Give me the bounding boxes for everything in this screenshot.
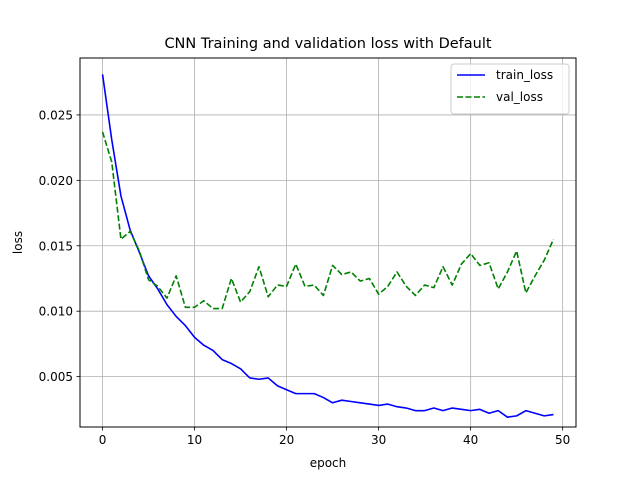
x-tick-label: 20: [279, 433, 294, 447]
legend-label-train-loss: train_loss: [496, 68, 553, 82]
y-tick-label: 0.015: [39, 239, 73, 253]
legend-label-val-loss: val_loss: [496, 90, 543, 104]
legend-box: [450, 63, 570, 115]
y-tick-label: 0.020: [39, 174, 73, 188]
x-axis-ticks: 0 10 20 30 40 50: [99, 427, 570, 447]
x-tick-label: 40: [463, 433, 478, 447]
series-layer: [101, 74, 555, 418]
plot-frame: [79, 57, 577, 428]
x-axis-label: epoch: [310, 456, 347, 470]
y-tick-label: 0.005: [39, 370, 73, 384]
x-tick-label: 10: [187, 433, 202, 447]
y-tick-label: 0.025: [39, 108, 73, 122]
y-tick-label: 0.010: [39, 305, 73, 319]
series-line-train-loss: [101, 74, 554, 418]
legend: train_loss val_loss: [450, 63, 570, 115]
x-tick-label: 0: [99, 433, 107, 447]
x-tick-label: 50: [555, 433, 570, 447]
series-line-val-loss: [101, 131, 555, 310]
y-axis-ticks: 0.005 0.010 0.015 0.020 0.025: [39, 108, 80, 384]
x-tick-label: 30: [371, 433, 386, 447]
y-axis-label: loss: [11, 231, 25, 254]
grid: [80, 58, 576, 427]
chart-title: CNN Training and validation loss with De…: [164, 36, 491, 52]
